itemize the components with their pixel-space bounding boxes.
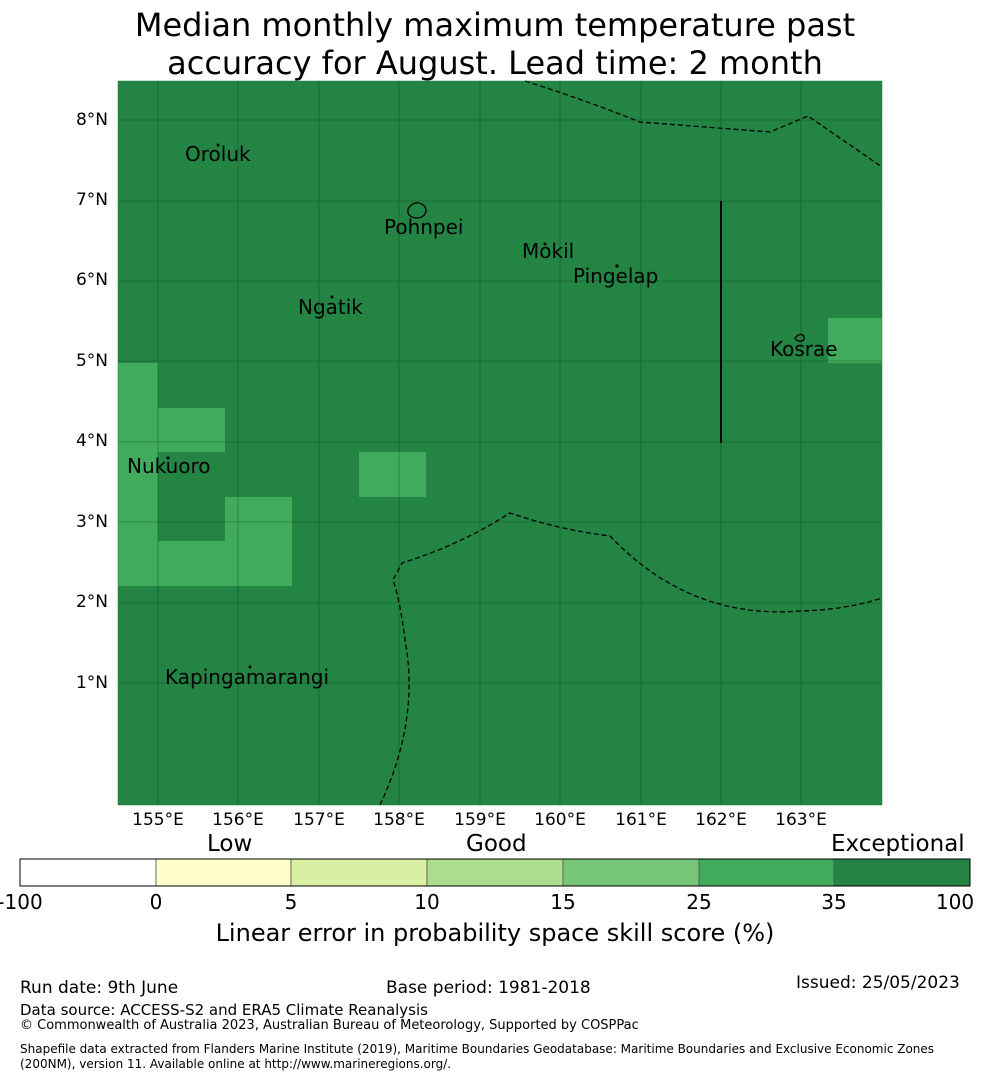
colorbar-bin-35-100 bbox=[833, 858, 971, 887]
colorbar-bin-15-25 bbox=[562, 858, 700, 887]
lat-label-6n: 6°N bbox=[75, 270, 108, 290]
shapefile-credit-line-1: Shapefile data extracted from Flanders M… bbox=[20, 1042, 935, 1056]
lat-label-8n: 8°N bbox=[75, 110, 108, 130]
title-line-1: Median monthly maximum temperature past bbox=[134, 6, 856, 44]
good-skill-cell bbox=[158, 541, 225, 586]
lon-label-157e: 157°E bbox=[293, 810, 345, 830]
place-label-pingelap: Pingelap bbox=[573, 264, 659, 288]
run-date: Run date: 9th June bbox=[20, 978, 179, 998]
colorbar-frame bbox=[19, 858, 971, 887]
colorbar-bin-10-15 bbox=[426, 858, 564, 887]
lon-label-163e: 163°E bbox=[775, 810, 827, 830]
mokil-island bbox=[543, 242, 547, 246]
pingelap-island bbox=[615, 264, 619, 268]
gridlines bbox=[118, 81, 882, 805]
kapinga-island bbox=[248, 665, 252, 669]
colorbar-bin-5-10 bbox=[290, 858, 428, 887]
copyright: © Commonwealth of Australia 2023, Austra… bbox=[20, 1018, 639, 1033]
place-label-pohnpei: Pohnpei bbox=[384, 215, 464, 239]
good-skill-cell bbox=[158, 408, 225, 452]
kosrae-island bbox=[794, 333, 805, 342]
lon-label-159e: 159°E bbox=[454, 810, 506, 830]
colorbar-tick-25: 25 bbox=[686, 890, 712, 914]
ngatik-island bbox=[330, 295, 334, 299]
map-background bbox=[118, 81, 882, 805]
lat-label-2n: 2°N bbox=[75, 592, 108, 612]
colorbar-bin-0-5 bbox=[155, 858, 292, 887]
colorbar-bin-25-35 bbox=[698, 858, 835, 887]
colorbar-tick-100: 100 bbox=[935, 890, 975, 914]
lon-label-156e: 156°E bbox=[212, 810, 264, 830]
colorbar-title: Linear error in probability space skill … bbox=[215, 919, 775, 947]
eez-boundary-south bbox=[379, 512, 883, 806]
good-skill-cell bbox=[225, 497, 292, 586]
nukuoro-island bbox=[166, 456, 170, 460]
chart-title: Median monthly maximum temperature past … bbox=[0, 6, 990, 82]
place-label-nukuoro: Nukuoro bbox=[127, 454, 211, 478]
pohnpei-island bbox=[407, 202, 427, 219]
lat-label-5n: 5°N bbox=[75, 351, 108, 371]
lat-label-7n: 7°N bbox=[75, 190, 108, 210]
good-skill-cell bbox=[118, 363, 158, 586]
colorbar bbox=[19, 858, 971, 887]
place-label-ngatik: Ngatik bbox=[298, 295, 363, 319]
good-skill-cells bbox=[118, 318, 882, 586]
eez-boundaries bbox=[379, 80, 883, 806]
shapefile-credit-line-2: (200NM), version 11. Available online at… bbox=[20, 1057, 452, 1071]
data-source: Data source: ACCESS-S2 and ERA5 Climate … bbox=[20, 1001, 428, 1019]
colorbar-tick-5: 5 bbox=[284, 890, 298, 914]
place-label-mokil: Mokil bbox=[522, 239, 575, 263]
lon-label-155e: 155°E bbox=[132, 810, 184, 830]
place-label-kapingamarangi: Kapingamarangi bbox=[165, 665, 330, 689]
colorbar-tick-35: 35 bbox=[821, 890, 847, 914]
colorbar-tick-minus100: -100 bbox=[0, 890, 43, 914]
colorbar-tick-15: 15 bbox=[550, 890, 576, 914]
colorbar-tick-0: 0 bbox=[149, 890, 163, 914]
colorbar-tick-10: 10 bbox=[414, 890, 440, 914]
map-frame bbox=[117, 80, 883, 806]
oroluk-island bbox=[216, 143, 220, 147]
eez-boundary-north bbox=[524, 80, 883, 168]
lon-label-161e: 161°E bbox=[615, 810, 667, 830]
good-skill-cell bbox=[359, 452, 426, 497]
title-line-2: accuracy for August. Lead time: 2 month bbox=[167, 44, 823, 82]
place-label-kosrae: Kosrae bbox=[770, 337, 838, 361]
issued-date: Issued: 25/05/2023 bbox=[796, 973, 960, 993]
lon-label-158e: 158°E bbox=[373, 810, 425, 830]
colorbar-bin-white bbox=[19, 858, 157, 887]
colorbar-category-low: Low bbox=[207, 831, 253, 857]
colorbar-category-exceptional: Exceptional bbox=[831, 831, 965, 857]
lat-label-3n: 3°N bbox=[75, 512, 108, 532]
island-outlines bbox=[166, 143, 805, 669]
lat-label-4n: 4°N bbox=[75, 431, 108, 451]
lat-label-1n: 1°N bbox=[75, 673, 108, 693]
good-skill-cell bbox=[828, 318, 882, 363]
place-label-oroluk: Oroluk bbox=[185, 142, 251, 166]
lon-label-160e: 160°E bbox=[534, 810, 586, 830]
lon-label-162e: 162°E bbox=[695, 810, 747, 830]
base-period: Base period: 1981-2018 bbox=[386, 978, 591, 998]
colorbar-category-good: Good bbox=[466, 831, 527, 857]
